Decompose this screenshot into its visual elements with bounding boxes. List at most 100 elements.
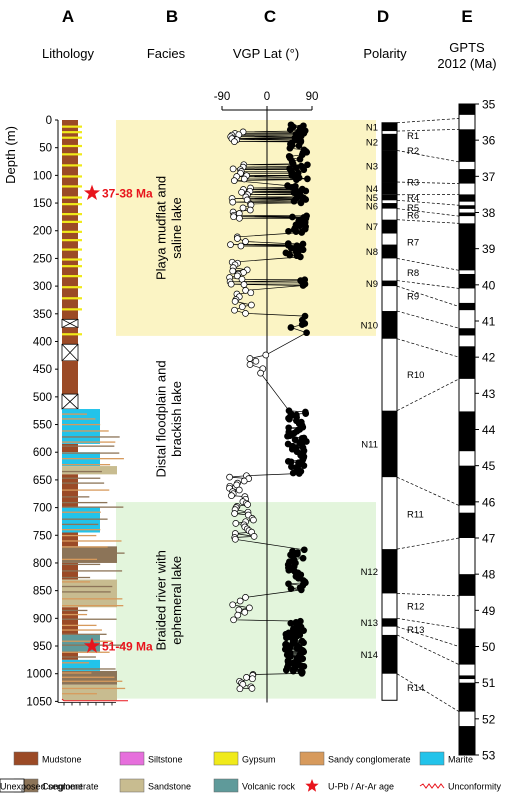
gpts-normal-chron (459, 302, 475, 311)
correlation-line (396, 476, 460, 506)
correlation-line (396, 181, 460, 184)
gypsum-band (62, 308, 82, 311)
vgp-normal-point (300, 462, 308, 469)
gypsum-band (62, 185, 82, 188)
depth-tick-label: 300 (33, 281, 52, 293)
interbed-line (62, 609, 88, 612)
gpts-normal-chron (459, 212, 475, 217)
vgp-reversed-point (227, 280, 235, 288)
gpts-normal-chron (459, 129, 475, 162)
interbed-line (62, 558, 98, 561)
panel-d-title: Polarity (363, 46, 407, 61)
normal-zone-label: N6 (366, 201, 378, 212)
legend-label: Siltstone (148, 755, 183, 765)
gpts-tick-label: 41 (482, 315, 496, 329)
normal-polarity-zone (382, 410, 397, 478)
vgp-reversed-point (229, 267, 237, 275)
interbed-line (62, 633, 107, 635)
vgp-reversed-point (262, 351, 270, 359)
panel-b-title: Facies (147, 46, 186, 61)
vgp-normal-point (302, 410, 310, 417)
vgp-reversed-point (231, 138, 238, 145)
legend-label: Mudstone (42, 755, 82, 765)
unexposed-cross (61, 393, 79, 410)
depth-tick-label: 250 (33, 253, 52, 265)
gypsum-band (62, 258, 82, 261)
interbed-line (62, 540, 122, 542)
vgp-reversed-point (232, 520, 240, 527)
normal-polarity-zone (382, 244, 397, 259)
interbed-line (62, 676, 115, 678)
reversed-zone-label: R10 (407, 370, 424, 381)
interbed-line (62, 496, 90, 498)
gypsum-band (62, 144, 82, 148)
vgp-normal-point (289, 469, 297, 477)
correlation-line (396, 593, 460, 597)
correlation-line (396, 537, 460, 550)
legend-cross-box (0, 778, 25, 793)
interbed-line (62, 529, 101, 531)
correlation-line (396, 673, 460, 712)
gpts-tick-label: 46 (482, 495, 496, 509)
gpts-normal-chron (459, 346, 475, 379)
correlation-line (396, 378, 460, 412)
mudstone-block (62, 532, 78, 547)
legend-label: Conglomerate (42, 782, 99, 792)
normal-zone-label: N1 (366, 122, 378, 133)
interbed-line (62, 546, 108, 548)
vgp-reversed-point (226, 473, 233, 481)
facies-label: Braided river withephemeral lake (153, 550, 184, 650)
legend-label: Sandy conglomerate (328, 755, 411, 765)
gypsum-band (62, 164, 82, 167)
interbed-line (62, 693, 97, 695)
vgp-reversed-point (249, 675, 256, 683)
vgp-reversed-point (238, 303, 246, 311)
gpts-normal-chron (459, 328, 475, 336)
vgp-normal-point (298, 321, 306, 328)
vgp-reversed-point (229, 601, 237, 609)
correlation-line (396, 219, 460, 224)
correlation-line (396, 310, 460, 329)
correlation-line (396, 634, 460, 665)
vgp-reversed-point (231, 535, 239, 543)
correlation-line (396, 208, 460, 217)
interbed-line (62, 668, 116, 670)
interbed-line (62, 662, 90, 664)
interbed-line (62, 618, 117, 620)
interbed-line (62, 570, 123, 572)
gpts-normal-chron (459, 726, 475, 755)
vgp-normal-point (296, 155, 304, 163)
vgp-normal-point (293, 176, 300, 184)
gypsum-band (62, 230, 82, 233)
gypsum-band (62, 175, 82, 178)
interbed-line (62, 458, 124, 460)
vgp-reversed-point (237, 242, 245, 250)
vgp-normal-point (300, 546, 308, 554)
vgp-reversed-point (239, 204, 247, 212)
depth-tick-label: 750 (33, 530, 52, 542)
normal-zone-label: N4 (366, 184, 378, 195)
normal-zone-label: N2 (366, 138, 378, 149)
vgp-normal-point (287, 619, 295, 627)
gpts-tick-label: 47 (482, 532, 496, 546)
interbed-line (62, 563, 101, 566)
sandstone-block (62, 579, 117, 608)
vgp-reversed-point (234, 235, 241, 242)
gpts-normal-chron (459, 205, 475, 209)
gpts-tick-label: 36 (482, 134, 496, 148)
gpts-normal-chron (459, 628, 475, 665)
normal-zone-label: N11 (361, 439, 378, 450)
depth-tick-label: 800 (33, 558, 52, 570)
normal-polarity-zone (382, 618, 397, 627)
panel-b-letter: B (166, 7, 178, 26)
gpts-normal-chron (459, 465, 475, 506)
interbed-line (62, 534, 97, 537)
interbed-line (62, 523, 99, 526)
normal-zone-label: N7 (366, 222, 378, 233)
reversed-zone-label: R3 (407, 178, 419, 189)
gypsum-band (62, 220, 82, 223)
vgp-normal-point (303, 438, 310, 445)
vgp-reversed-point (235, 486, 243, 494)
panel-a-title: Lithology (42, 46, 95, 61)
